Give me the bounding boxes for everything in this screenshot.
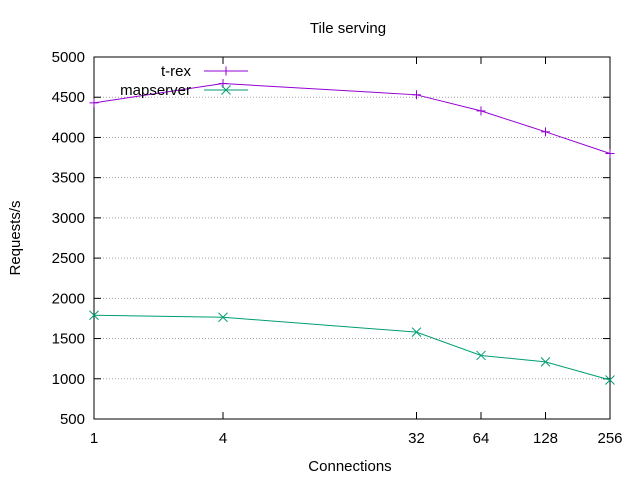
y-tick-label: 2000 — [52, 290, 85, 307]
legend-label-mapserver: mapserver — [120, 82, 191, 99]
y-tick-label: 3500 — [52, 170, 85, 187]
tick-labels: 500 1000 1500 2000 2500 3000 3500 4000 4500 5000 1… — [52, 49, 623, 447]
y-tick-label: 4000 — [52, 129, 85, 146]
series — [89, 79, 615, 385]
data-point-t-rex — [89, 98, 99, 108]
x-tick-label: 1 — [90, 430, 98, 447]
legend-marker-mapserver — [221, 85, 231, 95]
y-axis-label: Requests/s — [7, 200, 24, 275]
series-line-t-rex — [93, 83, 611, 155]
grid-lines — [94, 96, 610, 380]
x-tick-label: 32 — [408, 430, 425, 447]
legend-marker-t-rex — [221, 66, 231, 76]
data-point-mapserver — [411, 327, 422, 337]
x-axis-label: Connections — [308, 458, 391, 475]
data-point-mapserver — [218, 312, 228, 323]
legend-label-t-rex: t-rex — [161, 63, 192, 80]
axes — [93, 56, 611, 420]
x-tick-label: 4 — [219, 430, 227, 447]
x-tick-label: 128 — [533, 430, 558, 447]
y-tick-label: 2500 — [52, 250, 85, 267]
data-point-mapserver — [476, 350, 486, 361]
series-line-mapserver — [93, 314, 611, 381]
data-point-t-rex — [541, 127, 550, 137]
data-point-t-rex — [605, 149, 615, 159]
plot-border — [93, 56, 611, 420]
x-tick-label: 256 — [597, 430, 622, 447]
data-point-mapserver — [540, 357, 551, 367]
chart-title: Tile serving — [310, 20, 386, 37]
y-tick-label: 3000 — [52, 210, 85, 227]
x-tick-label: 64 — [473, 430, 490, 447]
y-tick-label: 4500 — [52, 89, 85, 106]
legend: t-rex mapserver — [120, 63, 248, 99]
data-point-t-rex — [476, 106, 486, 116]
y-tick-label: 500 — [60, 411, 85, 428]
data-point-t-rex — [412, 90, 421, 100]
y-tick-label: 1500 — [52, 331, 85, 348]
y-tick-label: 5000 — [52, 49, 85, 66]
data-point-mapserver — [605, 375, 615, 385]
data-point-mapserver — [89, 310, 99, 321]
y-tick-label: 1000 — [52, 371, 85, 388]
